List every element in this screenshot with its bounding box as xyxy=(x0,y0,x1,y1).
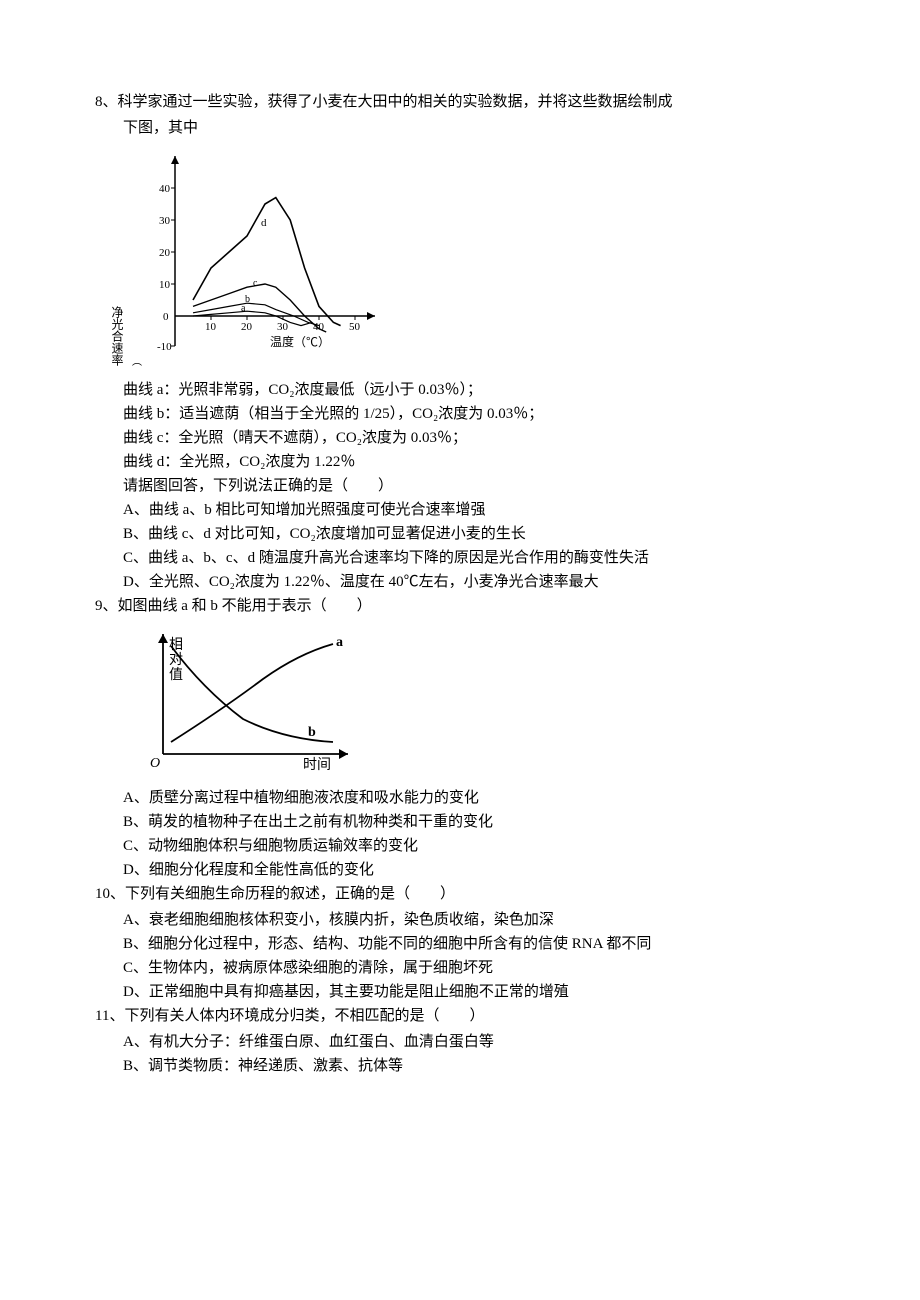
q9-opt-d: D、细胞分化程度和全能性高低的变化 xyxy=(95,858,860,882)
q9-stem: 9、如图曲线 a 和 b 不能用于表示（ ） xyxy=(95,594,860,618)
ytick-20: 20 xyxy=(159,247,171,259)
chart-bg xyxy=(105,146,385,366)
q9-chart: O 相 对 值 时间 a b xyxy=(133,624,860,782)
q9-bg xyxy=(133,624,363,774)
q8-stem-line2: 下图，其中 xyxy=(95,116,860,140)
q9-label-a: a xyxy=(336,635,343,650)
xtick-50: 50 xyxy=(349,321,361,333)
q8-opt-c: C、曲线 a、b、c、d 随温度升高光合速率均下降的原因是光合作用的酶变性失活 xyxy=(95,546,860,570)
q8-opt-a: A、曲线 a、b 相比可知增加光照强度可使光合速率增强 xyxy=(95,498,860,522)
q10-number: 10、 xyxy=(95,886,125,902)
q11-stem-text: 下列有关人体内环境成分归类，不相匹配的是（ ） xyxy=(124,1008,484,1024)
q9-number: 9、 xyxy=(95,598,118,614)
q8-stem-line1: 8、科学家通过一些实验，获得了小麦在大田中的相关的实验数据，并将这些数据绘制成 xyxy=(95,90,860,114)
y-label-1: 净光合速率 xyxy=(110,306,124,366)
q10-opt-b: B、细胞分化过程中，形态、结构、功能不同的细胞中所含有的信使 RNA 都不同 xyxy=(95,932,860,956)
label-d: d xyxy=(261,217,267,229)
q9-ylabel: 相 xyxy=(169,637,183,653)
q8-desc-d: 曲线 d：全光照，CO₂浓度为 1.22％ xyxy=(95,450,860,474)
q9-label-b: b xyxy=(308,725,316,740)
q9-opt-b: B、萌发的植物种子在出土之前有机物种类和干重的变化 xyxy=(95,810,860,834)
q9-opt-a: A、质壁分离过程中植物细胞液浓度和吸水能力的变化 xyxy=(95,786,860,810)
q8-number: 8、 xyxy=(95,94,118,110)
q9-opt-c: C、动物细胞体积与细胞物质运输效率的变化 xyxy=(95,834,860,858)
ytick-n10: -10 xyxy=(157,341,172,353)
q8-opt-b: B、曲线 c、d 对比可知，CO₂浓度增加可显著促进小麦的生长 xyxy=(95,522,860,546)
q9-ylabel3: 值 xyxy=(169,667,183,683)
q8-chart: -10 0 10 20 30 40 10 20 30 40 50 温度（℃） 净… xyxy=(105,146,860,374)
q9-origin: O xyxy=(150,756,160,771)
xtick-10: 10 xyxy=(205,321,217,333)
label-c: c xyxy=(253,278,258,289)
q9-stem-text: 如图曲线 a 和 b 不能用于表示（ ） xyxy=(118,598,372,614)
q9-chart-svg: O 相 对 值 时间 a b xyxy=(133,624,363,774)
ytick-0: 0 xyxy=(163,311,169,323)
q11-number: 11、 xyxy=(95,1008,124,1024)
xtick-30: 30 xyxy=(277,321,289,333)
q8-opt-d: D、全光照、CO₂浓度为 1.22％、温度在 40℃左右，小麦净光合速率最大 xyxy=(95,570,860,594)
q8-desc-c: 曲线 c：全光照（晴天不遮荫），CO₂浓度为 0.03％； xyxy=(95,426,860,450)
x-label: 温度（℃） xyxy=(270,334,330,349)
q10-opt-d: D、正常细胞中具有抑癌基因，其主要功能是阻止细胞不正常的增殖 xyxy=(95,980,860,1004)
q8-prompt: 请据图回答，下列说法正确的是（ ） xyxy=(95,474,860,498)
q8-desc-a: 曲线 a：光照非常弱，CO₂浓度最低（远小于 0.03％）； xyxy=(95,378,860,402)
q11-stem: 11、下列有关人体内环境成分归类，不相匹配的是（ ） xyxy=(95,1004,860,1028)
q10-opt-c: C、生物体内，被病原体感染细胞的清除，属于细胞坏死 xyxy=(95,956,860,980)
ytick-10: 10 xyxy=(159,279,171,291)
q10-stem-text: 下列有关细胞生命历程的叙述，正确的是（ ） xyxy=(125,886,455,902)
q11-opt-b: B、调节类物质：神经递质、激素、抗体等 xyxy=(95,1054,860,1078)
label-b: b xyxy=(245,294,250,305)
q10-opt-a: A、衰老细胞细胞核体积变小，核膜内折，染色质收缩，染色加深 xyxy=(95,908,860,932)
q8-chart-svg: -10 0 10 20 30 40 10 20 30 40 50 温度（℃） 净… xyxy=(105,146,385,366)
ytick-30: 30 xyxy=(159,215,171,227)
q8-stem1: 科学家通过一些实验，获得了小麦在大田中的相关的实验数据，并将这些数据绘制成 xyxy=(118,94,673,110)
q11-opt-a: A、有机大分子：纤维蛋白原、血红蛋白、血清白蛋白等 xyxy=(95,1030,860,1054)
y-label-2: （真光合速率—呼吸速率） xyxy=(130,356,142,366)
ytick-40: 40 xyxy=(159,183,171,195)
q9-xlabel: 时间 xyxy=(303,757,331,773)
q8-desc-b: 曲线 b：适当遮荫（相当于全光照的 1/25），CO₂浓度为 0.03％； xyxy=(95,402,860,426)
q10-stem: 10、下列有关细胞生命历程的叙述，正确的是（ ） xyxy=(95,882,860,906)
xtick-20: 20 xyxy=(241,321,253,333)
